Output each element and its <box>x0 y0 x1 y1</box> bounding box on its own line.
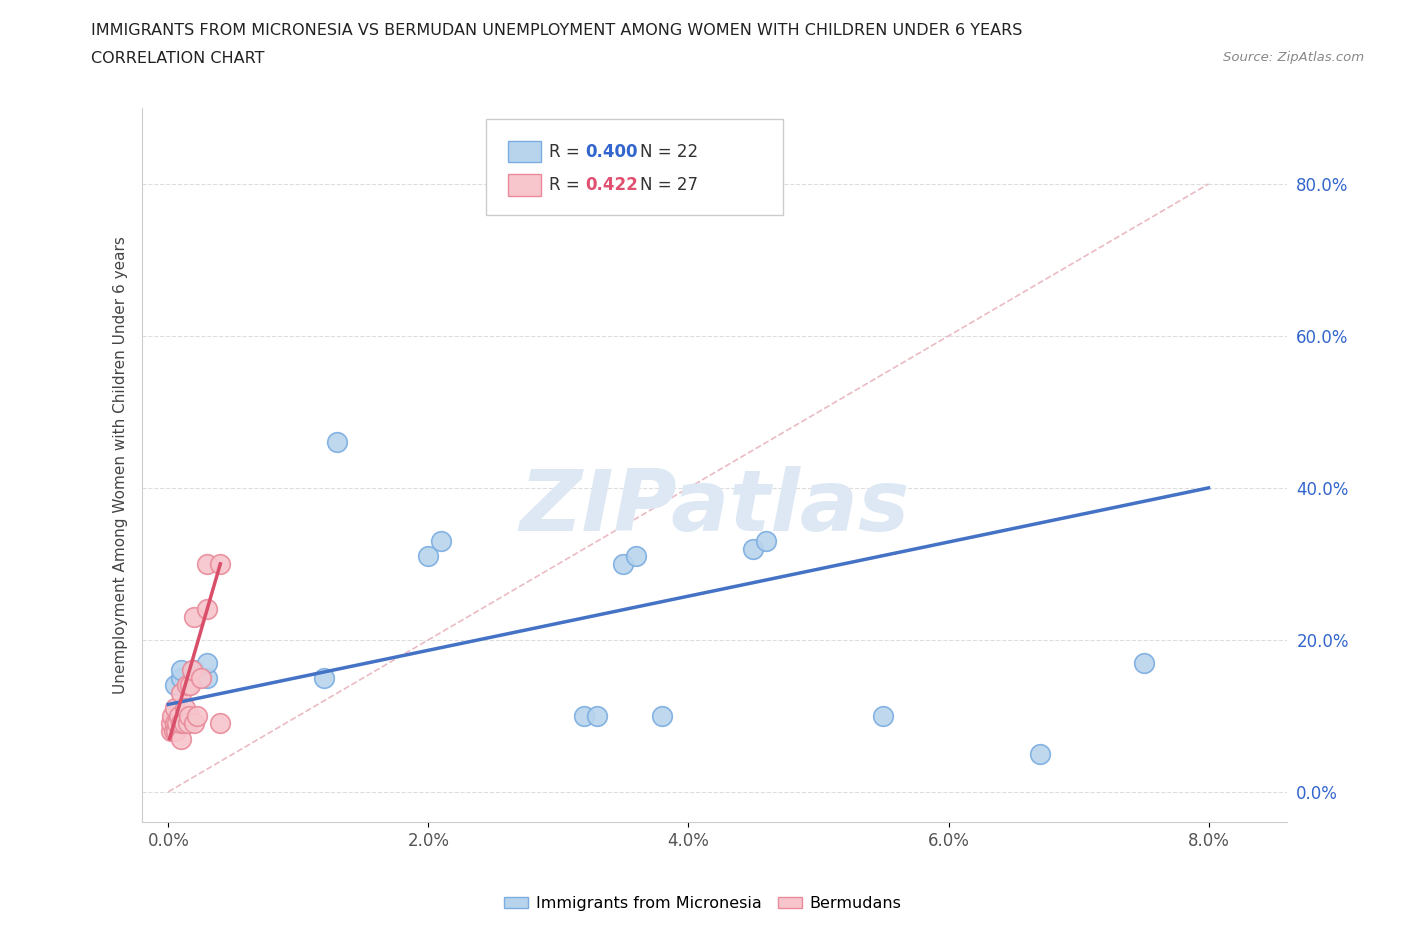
Point <box>586 709 609 724</box>
Point <box>755 534 778 549</box>
Point <box>742 541 765 556</box>
Point <box>195 656 218 671</box>
Point <box>177 678 200 693</box>
Point <box>160 724 183 738</box>
Point <box>1132 656 1154 671</box>
Text: 0.400: 0.400 <box>585 142 638 161</box>
Point <box>574 709 596 724</box>
Text: CORRELATION CHART: CORRELATION CHART <box>91 51 264 66</box>
Point <box>179 678 201 693</box>
Point <box>167 709 190 724</box>
Point <box>418 549 440 564</box>
Point <box>314 671 336 685</box>
Point <box>195 556 218 571</box>
Point <box>176 678 198 693</box>
Point <box>430 534 453 549</box>
Text: IMMIGRANTS FROM MICRONESIA VS BERMUDAN UNEMPLOYMENT AMONG WOMEN WITH CHILDREN UN: IMMIGRANTS FROM MICRONESIA VS BERMUDAN U… <box>91 23 1022 38</box>
Text: N = 22: N = 22 <box>640 142 699 161</box>
Point <box>195 671 218 685</box>
Point <box>183 663 205 678</box>
Point <box>170 731 193 746</box>
Point <box>174 701 197 716</box>
Text: ZIPatlas: ZIPatlas <box>519 467 910 550</box>
Point <box>163 716 186 731</box>
Point <box>626 549 648 564</box>
Point <box>186 709 208 724</box>
Text: R =: R = <box>548 176 585 194</box>
Point <box>326 435 349 450</box>
Point <box>209 556 232 571</box>
Point <box>190 671 212 685</box>
Point <box>183 716 205 731</box>
Point <box>166 716 188 731</box>
Text: 0.422: 0.422 <box>585 176 638 194</box>
Point <box>651 709 673 724</box>
Point <box>160 716 183 731</box>
FancyBboxPatch shape <box>509 175 540 196</box>
Y-axis label: Unemployment Among Women with Children Under 6 years: Unemployment Among Women with Children U… <box>114 236 128 694</box>
Point <box>170 716 193 731</box>
Text: R =: R = <box>548 142 585 161</box>
Point <box>209 716 232 731</box>
Point <box>1028 747 1050 762</box>
Point <box>162 724 184 738</box>
FancyBboxPatch shape <box>509 140 540 162</box>
Point <box>160 709 183 724</box>
Point <box>163 678 186 693</box>
Point <box>165 724 187 738</box>
Point <box>195 602 218 617</box>
Point <box>170 663 193 678</box>
Point <box>177 716 200 731</box>
Point <box>183 609 205 624</box>
Point <box>173 716 195 731</box>
Point <box>872 709 894 724</box>
FancyBboxPatch shape <box>485 119 783 215</box>
Point <box>180 663 202 678</box>
Point <box>183 671 205 685</box>
Point <box>163 701 186 716</box>
Point <box>170 685 193 700</box>
Text: N = 27: N = 27 <box>640 176 697 194</box>
Text: Source: ZipAtlas.com: Source: ZipAtlas.com <box>1223 51 1364 64</box>
Point <box>612 556 634 571</box>
Point <box>170 671 193 685</box>
Legend: Immigrants from Micronesia, Bermudans: Immigrants from Micronesia, Bermudans <box>498 890 908 917</box>
Point <box>179 709 201 724</box>
